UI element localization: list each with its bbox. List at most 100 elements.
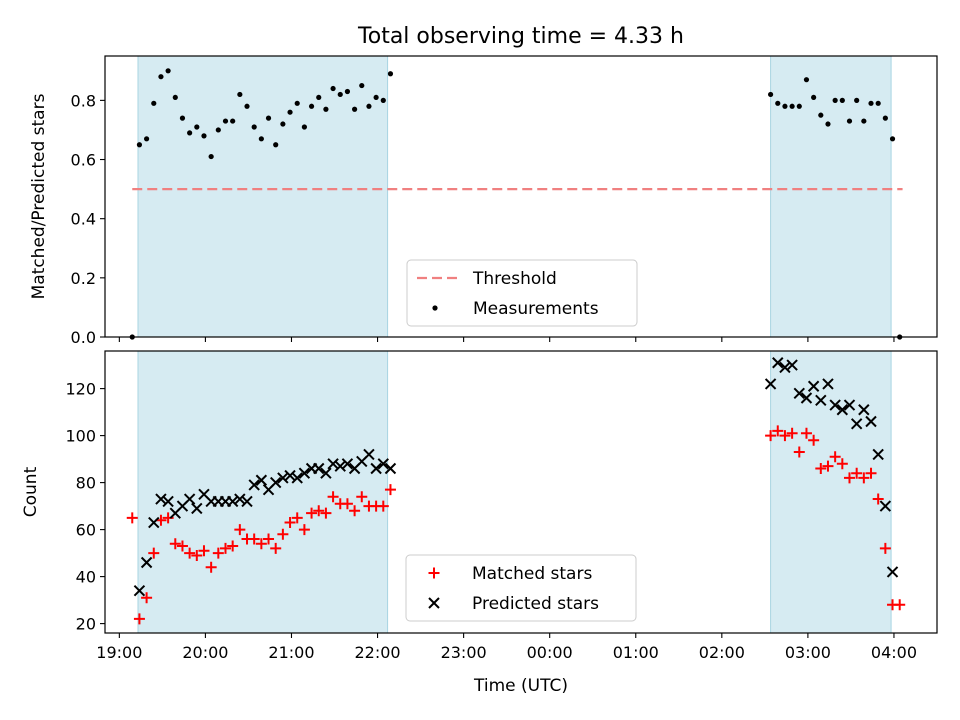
y-tick-label: 100 [65,427,96,446]
predicted-stars-point [226,495,239,508]
predicted-stars-point [234,493,246,505]
measurement-point [875,100,881,106]
matched-stars-point [184,547,196,559]
matched-stars-point [212,547,224,559]
matched-stars-point [255,538,267,550]
predicted-stars-point [865,415,877,428]
data-points [129,68,903,340]
matched-stars-point [205,561,217,573]
matched-stars-point [148,547,160,559]
x-tick-label: 04:00 [871,643,917,662]
measurement-point [222,118,229,124]
measurement-point [244,103,250,109]
y-axis-label: Matched/Predicted stars [29,93,49,299]
matched-stars-point [829,451,841,463]
predicted-stars-point [334,460,346,472]
measurement-point [129,334,135,340]
measurement-point [789,103,795,109]
measurement-point [373,94,379,101]
count-panel: 20 40 60 80 100 120 19:00 20:00 21:00 22:00 23:00 0… [21,350,938,696]
matched-stars-point [248,533,260,545]
measurement-point [215,127,221,133]
measurement-point [280,121,286,127]
measurement-point [301,124,307,130]
predicted-stars-point [807,380,820,392]
predicted-stars-point [191,502,203,515]
measurement-point [316,94,322,101]
predicted-stars-point [341,458,354,470]
predicted-stars-point [298,467,311,479]
measurement-point [768,91,774,98]
measurement-point [144,136,150,142]
matched-stars-point [772,425,784,437]
x-tick-label: 20:00 [182,643,228,662]
matched-stars-point [815,463,827,474]
measurement-point [344,88,351,95]
measurement-point [273,142,279,148]
observing-interval [137,350,389,634]
predicted-stars-point [793,387,805,400]
measurement-point [136,142,143,148]
measurement-point [359,82,365,89]
measurement-point [839,97,845,103]
measurement-point [782,103,788,109]
matched-stars-point [198,545,210,557]
predicted-stars-point [879,500,892,512]
measurement-point [796,103,802,109]
matched-stars-point [126,512,138,524]
matched-stars-point [851,467,863,479]
predicted-stars-point [284,469,296,482]
predicted-stars-point [313,462,325,475]
predicted-stars-point [829,399,841,411]
measurement-point [294,100,300,106]
y-axis-label: Count [21,466,41,517]
y-tick-label: 0.8 [71,91,96,110]
measurement-point [172,94,178,101]
matched-stars-point [779,430,791,442]
matched-stars-point [384,484,396,496]
matched-stars-point [270,542,282,554]
matched-stars-point [765,430,777,442]
ratio-panel: 0.0 0.2 0.4 0.6 0.8 Matched/Predicted stars Th… [29,55,938,347]
measurement-point [251,124,257,130]
measurement-point [882,115,888,121]
legend-measurement-swatch [432,305,438,311]
predicted-stars-point [822,378,834,390]
predicted-stars-point [872,448,884,461]
predicted-stars-point [255,474,268,486]
matched-stars-point [377,500,389,512]
measurement-point [854,97,860,103]
measurement-point [352,106,358,112]
predicted-stars-point [320,467,332,479]
measurement-point [165,68,171,74]
measurement-point [337,91,343,98]
predicted-stars-point [140,556,153,569]
y-tick-label: 0.6 [71,151,96,170]
matched-stars-point [858,472,870,484]
y-tick-label: 0.0 [71,328,96,347]
matched-stars-point [234,524,246,536]
x-tick-label: 19:00 [96,643,142,662]
measurement-point [237,91,243,98]
matched-stars-point [356,491,368,503]
measurement-point [868,100,874,106]
predicted-stars-point [384,462,397,475]
predicted-stars-point [291,472,303,484]
x-tick-label: 23:00 [441,643,487,662]
axes-frame [104,350,938,634]
predicted-stars-point [248,479,260,491]
measurement-point [897,334,903,340]
matched-stars-point [291,512,303,524]
predicted-stars-point [327,458,339,470]
matched-stars-point [894,599,906,611]
matched-stars-point [872,493,884,505]
predicted-stars-point [815,394,827,407]
matched-stars-point [879,542,891,554]
y-tick-label: 40 [76,568,96,587]
x-tick-label: 00:00 [527,643,573,662]
legend-label: Predicted stars [472,594,599,614]
data-points [126,357,906,625]
predicted-stars-point [363,448,375,461]
matched-stars-point [313,505,325,517]
